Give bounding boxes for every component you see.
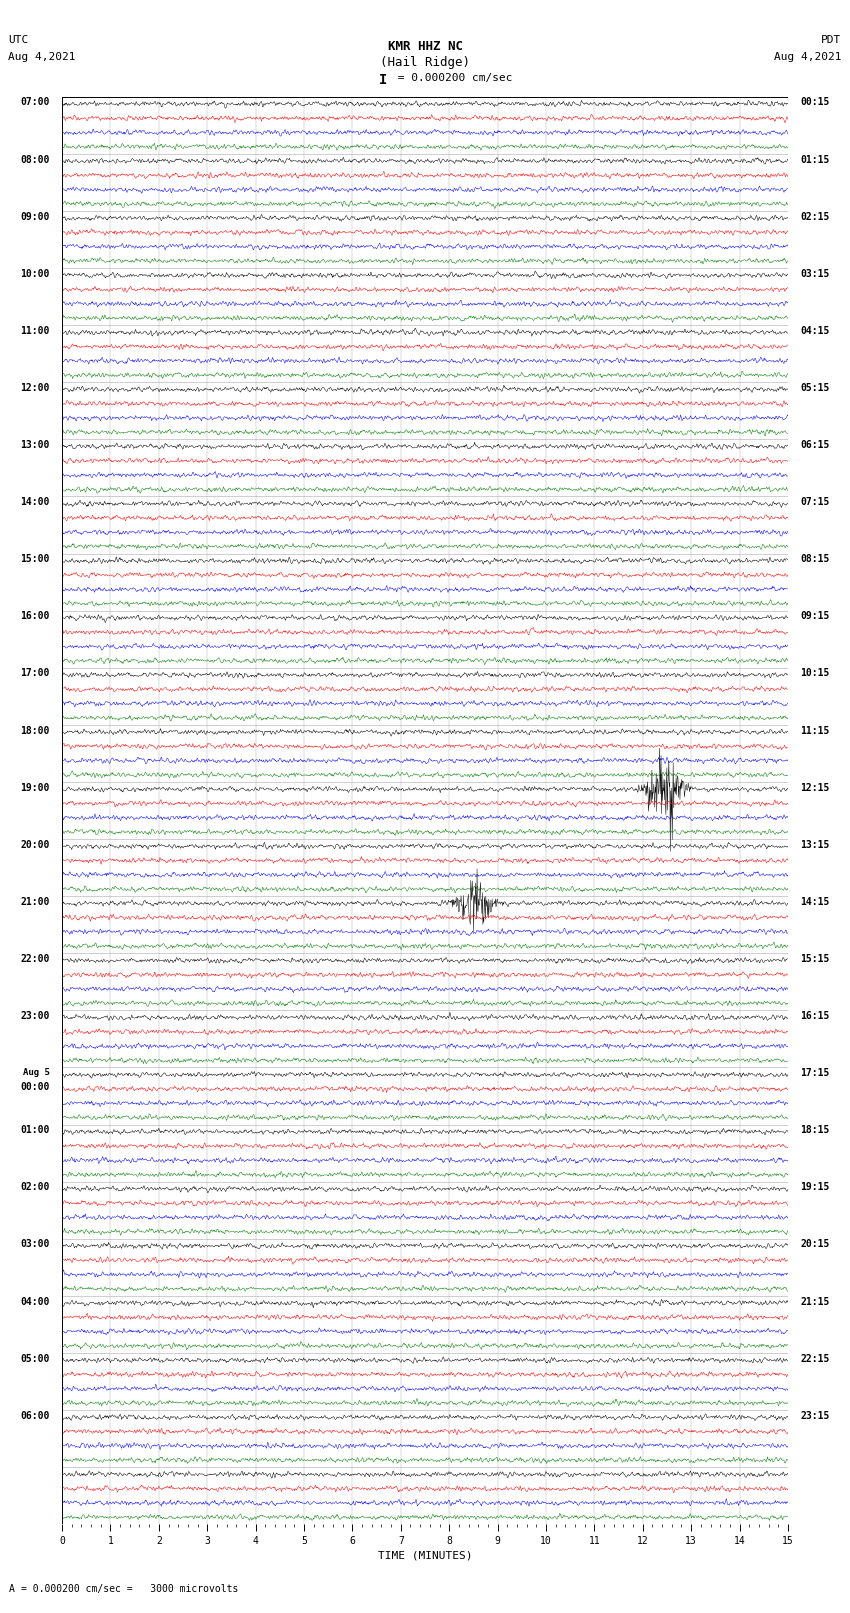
Text: 13:15: 13:15: [800, 840, 830, 850]
Text: 20:00: 20:00: [20, 840, 50, 850]
Text: 06:00: 06:00: [20, 1411, 50, 1421]
Text: UTC: UTC: [8, 35, 29, 45]
Text: 17:00: 17:00: [20, 668, 50, 679]
Text: 14:00: 14:00: [20, 497, 50, 506]
Text: 19:15: 19:15: [800, 1182, 830, 1192]
Text: 11:15: 11:15: [800, 726, 830, 736]
Text: 08:15: 08:15: [800, 555, 830, 565]
Text: 17:15: 17:15: [800, 1068, 830, 1077]
X-axis label: TIME (MINUTES): TIME (MINUTES): [377, 1550, 473, 1560]
Text: 03:00: 03:00: [20, 1239, 50, 1250]
Text: 16:00: 16:00: [20, 611, 50, 621]
Text: = 0.000200 cm/sec: = 0.000200 cm/sec: [391, 73, 513, 82]
Text: 04:00: 04:00: [20, 1297, 50, 1307]
Text: 15:15: 15:15: [800, 953, 830, 965]
Text: 03:15: 03:15: [800, 269, 830, 279]
Text: 23:00: 23:00: [20, 1011, 50, 1021]
Text: 21:15: 21:15: [800, 1297, 830, 1307]
Text: I: I: [378, 73, 387, 87]
Text: Aug 4,2021: Aug 4,2021: [774, 52, 842, 61]
Text: 14:15: 14:15: [800, 897, 830, 907]
Text: 01:15: 01:15: [800, 155, 830, 165]
Text: KMR HHZ NC: KMR HHZ NC: [388, 40, 462, 53]
Text: 23:15: 23:15: [800, 1411, 830, 1421]
Text: 00:15: 00:15: [800, 97, 830, 108]
Text: 18:15: 18:15: [800, 1126, 830, 1136]
Text: PDT: PDT: [821, 35, 842, 45]
Text: 22:00: 22:00: [20, 953, 50, 965]
Text: 21:00: 21:00: [20, 897, 50, 907]
Text: 01:00: 01:00: [20, 1126, 50, 1136]
Text: (Hail Ridge): (Hail Ridge): [380, 56, 470, 69]
Text: 02:00: 02:00: [20, 1182, 50, 1192]
Text: 18:00: 18:00: [20, 726, 50, 736]
Text: 12:00: 12:00: [20, 382, 50, 394]
Text: 04:15: 04:15: [800, 326, 830, 336]
Text: 22:15: 22:15: [800, 1353, 830, 1363]
Text: 20:15: 20:15: [800, 1239, 830, 1250]
Text: A: A: [8, 1584, 14, 1594]
Text: 10:15: 10:15: [800, 668, 830, 679]
Text: Aug 4,2021: Aug 4,2021: [8, 52, 76, 61]
Text: 10:00: 10:00: [20, 269, 50, 279]
Text: 09:15: 09:15: [800, 611, 830, 621]
Text: 13:00: 13:00: [20, 440, 50, 450]
Text: 09:00: 09:00: [20, 211, 50, 221]
Text: 12:15: 12:15: [800, 782, 830, 792]
Text: = 0.000200 cm/sec =   3000 microvolts: = 0.000200 cm/sec = 3000 microvolts: [21, 1584, 239, 1594]
Text: 08:00: 08:00: [20, 155, 50, 165]
Text: 07:15: 07:15: [800, 497, 830, 506]
Text: 16:15: 16:15: [800, 1011, 830, 1021]
Text: 06:15: 06:15: [800, 440, 830, 450]
Text: Aug 5: Aug 5: [23, 1068, 50, 1077]
Text: 11:00: 11:00: [20, 326, 50, 336]
Text: 02:15: 02:15: [800, 211, 830, 221]
Text: 07:00: 07:00: [20, 97, 50, 108]
Text: 15:00: 15:00: [20, 555, 50, 565]
Text: 19:00: 19:00: [20, 782, 50, 792]
Text: 00:00: 00:00: [20, 1082, 50, 1092]
Text: 05:15: 05:15: [800, 382, 830, 394]
Text: 05:00: 05:00: [20, 1353, 50, 1363]
